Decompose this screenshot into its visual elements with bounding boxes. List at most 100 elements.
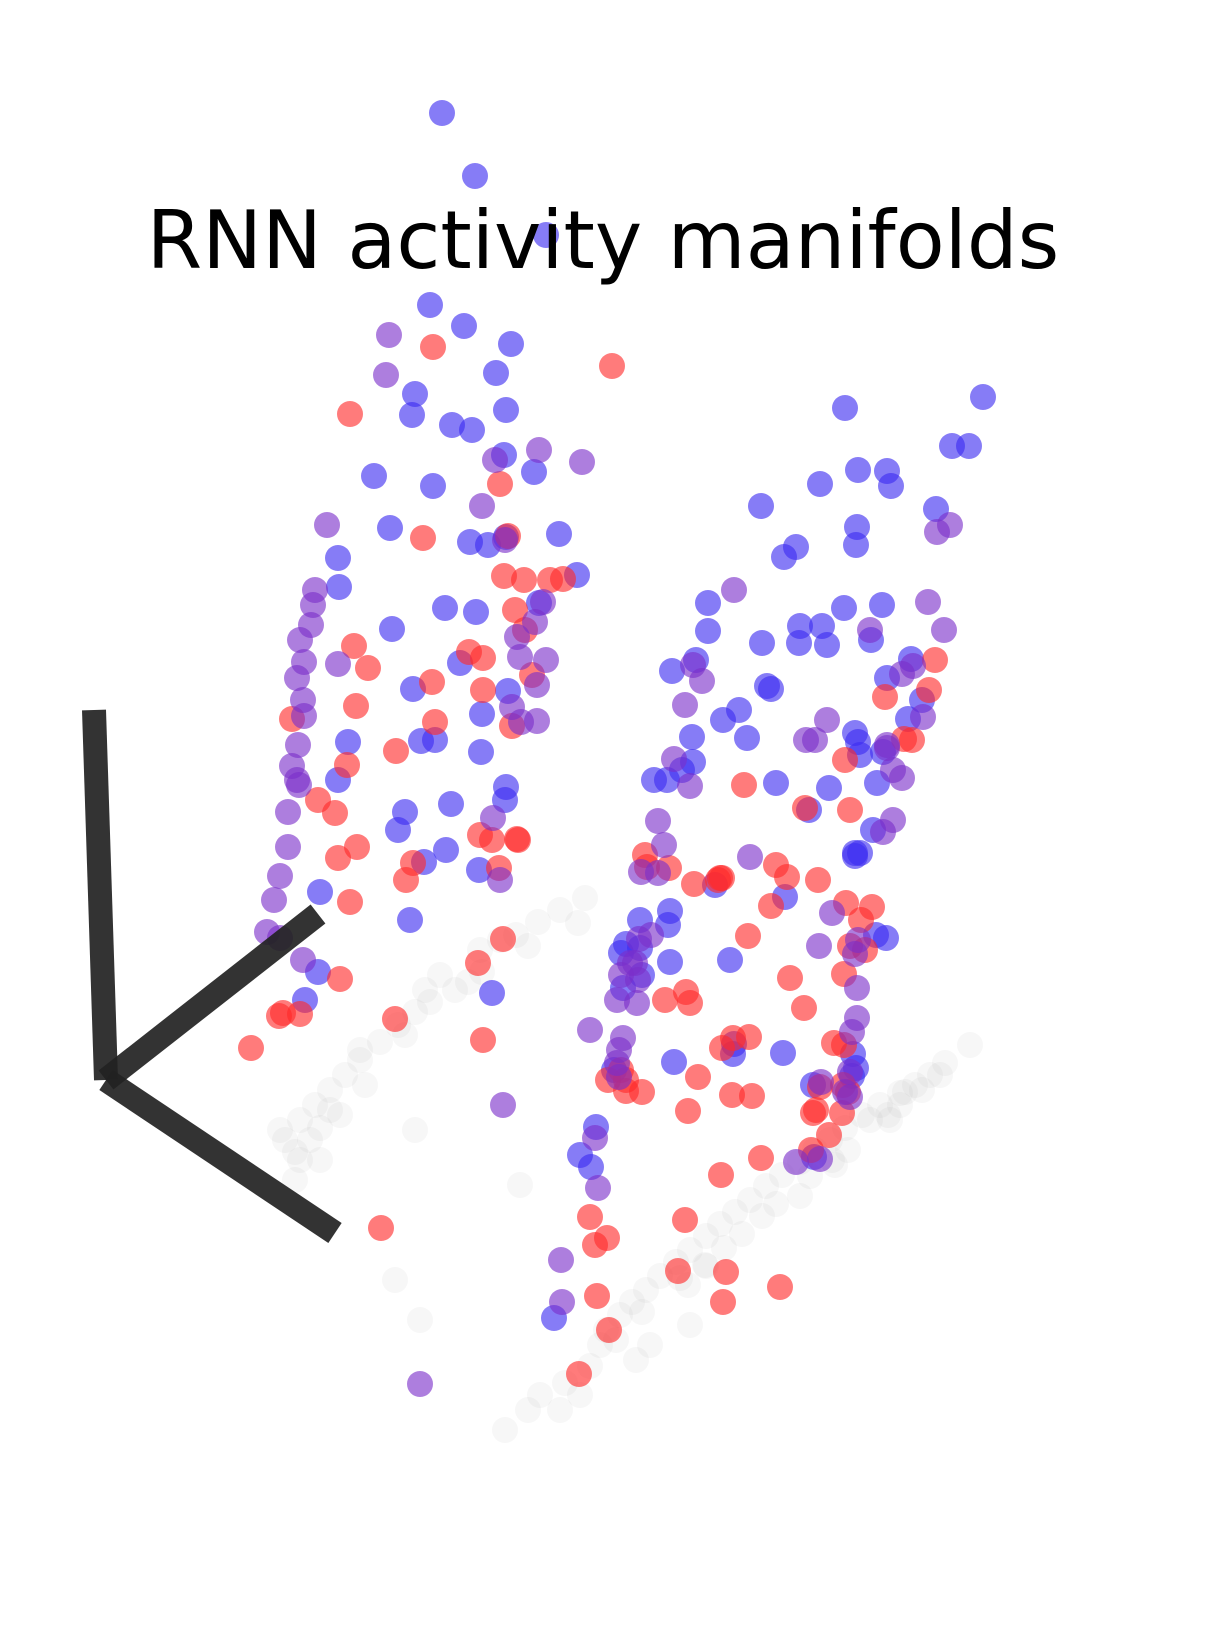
data-point-purple [842, 941, 868, 967]
chart-title: RNN activity manifolds [147, 194, 1060, 287]
data-point-purple [469, 493, 495, 519]
data-point-red [708, 1162, 734, 1188]
data-point-red [487, 471, 513, 497]
data-point-blue [361, 463, 387, 489]
data-point-purple [672, 692, 698, 718]
data-point-blue [679, 724, 705, 750]
shadow-point [677, 1312, 703, 1338]
data-point-red [739, 1083, 765, 1109]
data-point-red [355, 655, 381, 681]
data-point-blue [845, 457, 871, 483]
data-point-blue [695, 618, 721, 644]
shadow-point [412, 977, 438, 1003]
shadow-point [763, 1191, 789, 1217]
shadow-point [317, 1097, 343, 1123]
data-point-red [337, 889, 363, 915]
data-point-blue [399, 402, 425, 428]
data-point-purple [839, 1019, 865, 1045]
shadow-point [547, 1397, 573, 1423]
shadow-point [427, 962, 453, 988]
shadow-point [282, 1139, 308, 1165]
data-point-purple [604, 987, 630, 1013]
data-point-blue [325, 545, 351, 571]
data-point-red [774, 864, 800, 890]
data-point-purple [806, 933, 832, 959]
3d-axis-indicator [82, 709, 342, 1243]
data-point-purple [837, 1059, 863, 1085]
data-point-red [368, 1215, 394, 1241]
data-point-red [599, 353, 625, 379]
shadow-point [547, 897, 573, 923]
data-point-purple [407, 1371, 433, 1397]
data-point-red [709, 865, 735, 891]
data-point-blue [786, 630, 812, 656]
data-point-red [629, 1079, 655, 1105]
shadow-point [347, 1047, 373, 1073]
shadow-point [567, 1382, 593, 1408]
data-point-blue [459, 417, 485, 443]
shadow-point [707, 1211, 733, 1237]
data-point-purple [504, 624, 530, 650]
data-point-blue [326, 574, 352, 600]
data-point-blue [546, 521, 572, 547]
data-point-blue [433, 837, 459, 863]
data-point-blue [807, 471, 833, 497]
data-point-red [805, 867, 831, 893]
data-point-blue [578, 1154, 604, 1180]
shadow-point [347, 1037, 373, 1063]
data-point-purple [721, 577, 747, 603]
data-point-purple [533, 647, 559, 673]
data-point-red [465, 950, 491, 976]
shadow-point [867, 1092, 893, 1118]
data-point-blue [385, 817, 411, 843]
shadow-point [402, 999, 428, 1025]
data-point-red [748, 1145, 774, 1171]
data-point-blue [479, 980, 505, 1006]
data-point-red [266, 1003, 292, 1029]
shadow-point [692, 1252, 718, 1278]
shadow-point [515, 933, 541, 959]
data-point-blue [657, 949, 683, 975]
data-point-blue [659, 658, 685, 684]
data-point-purple [625, 967, 651, 993]
data-point-blue [749, 630, 775, 656]
shadow-point [367, 1029, 393, 1055]
data-point-red [848, 907, 874, 933]
data-points-layer [238, 100, 996, 1397]
data-point-purple [549, 1289, 575, 1315]
data-point-purple [624, 990, 650, 1016]
shadow-point [352, 1072, 378, 1098]
shadow-point [287, 1107, 313, 1133]
data-point-purple [677, 773, 703, 799]
shadow-point [629, 1299, 655, 1325]
data-point-red [470, 677, 496, 703]
shadow-point [693, 1223, 719, 1249]
data-point-purple [937, 512, 963, 538]
data-point-red [710, 1289, 736, 1315]
data-point-red [594, 1225, 620, 1251]
shadow-point [857, 1107, 883, 1133]
shadow-point [875, 1102, 901, 1128]
data-point-purple [286, 772, 312, 798]
data-point-purple [582, 1125, 608, 1151]
data-point-red [736, 1024, 762, 1050]
data-point-blue [695, 590, 721, 616]
data-point-blue [661, 1049, 687, 1075]
data-point-blue [307, 879, 333, 905]
data-point-blue [843, 532, 869, 558]
axis-indicator-vertical [82, 709, 118, 1081]
shadow-point [877, 1107, 903, 1133]
shadow-point [693, 1253, 719, 1279]
data-point-blue [498, 331, 524, 357]
data-point-blue [420, 473, 446, 499]
data-point-red [596, 1317, 622, 1343]
data-point-purple [261, 887, 287, 913]
shadow-point [317, 1077, 343, 1103]
data-point-purple [285, 732, 311, 758]
data-point-red [238, 1035, 264, 1061]
data-point-red [677, 990, 703, 1016]
data-point-red [325, 845, 351, 871]
shadow-point [565, 910, 591, 936]
